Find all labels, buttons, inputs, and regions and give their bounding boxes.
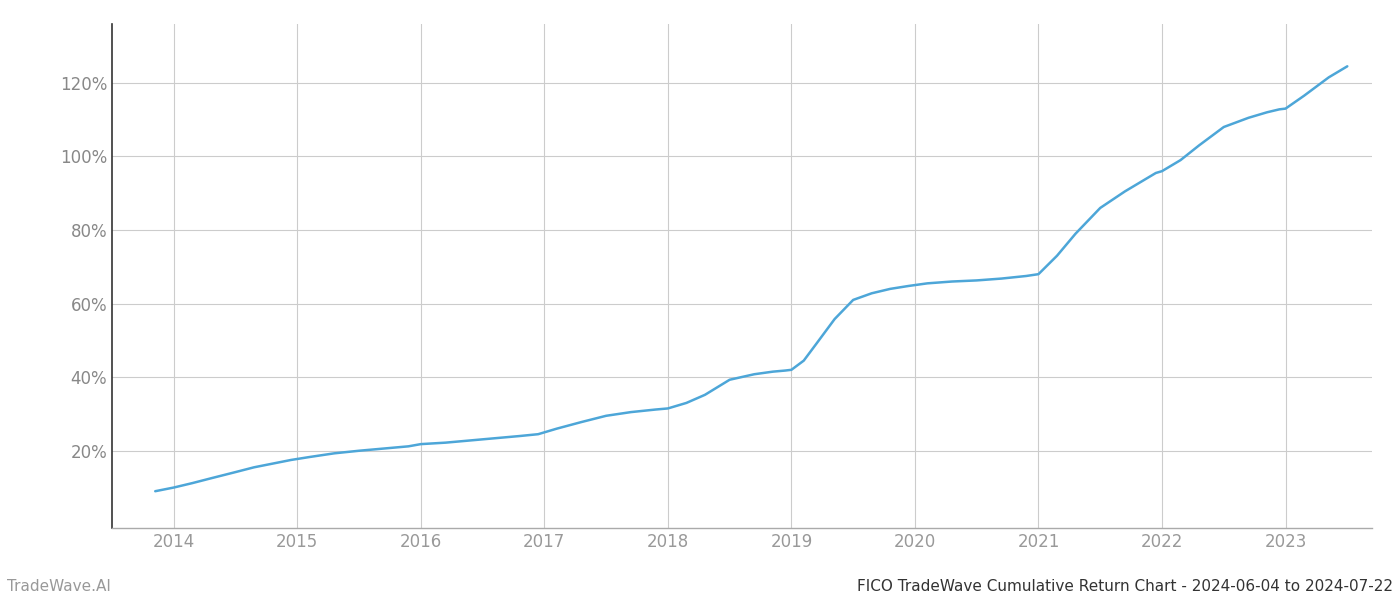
Text: TradeWave.AI: TradeWave.AI bbox=[7, 579, 111, 594]
Text: FICO TradeWave Cumulative Return Chart - 2024-06-04 to 2024-07-22: FICO TradeWave Cumulative Return Chart -… bbox=[857, 579, 1393, 594]
